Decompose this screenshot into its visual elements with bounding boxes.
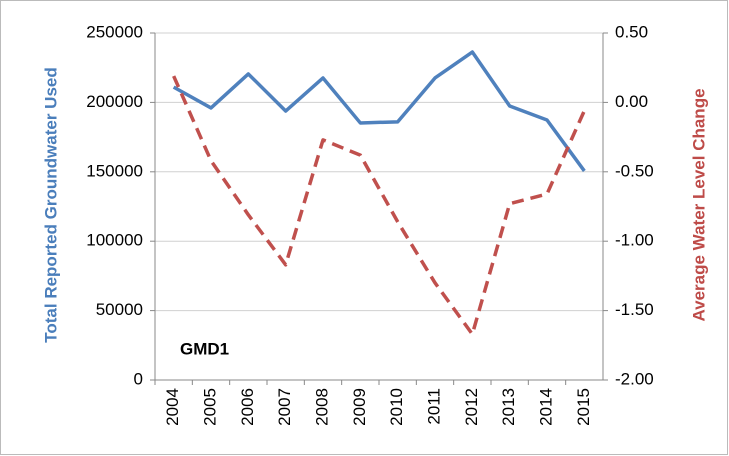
y2-tick-label: -1.00 (615, 231, 654, 250)
y-tick-label: 250000 (86, 22, 143, 41)
y2-tick-label: -2.00 (615, 369, 654, 388)
y-tick-label: 200000 (86, 92, 143, 111)
y2-tick-label: 0.00 (615, 92, 648, 111)
x-tick-label: 2011 (424, 388, 443, 425)
x-tick-label: 2013 (499, 388, 518, 426)
series-line (172, 50, 586, 173)
x-tick-label: 2012 (462, 388, 481, 426)
y2-tick-label: -0.50 (615, 161, 654, 180)
y-tick-label: 0 (134, 369, 143, 388)
x-tick-label: 2006 (238, 388, 257, 426)
y2-tick-label: -1.50 (615, 300, 654, 319)
y-tick-label: 100000 (86, 231, 143, 250)
x-tick-label: 2008 (312, 388, 331, 426)
series-line (172, 75, 586, 336)
x-tick-label: 2014 (536, 388, 555, 426)
x-tick-label: 2009 (350, 388, 369, 426)
y-tick-label: 150000 (86, 161, 143, 180)
y2-tick-label: 0.50 (615, 22, 648, 41)
y2-axis-title: Average Water Level Change (689, 88, 708, 321)
y-axis-title: Total Reported Groundwater Used (41, 67, 60, 343)
annotation: GMD1 (180, 339, 229, 358)
y-tick-label: 50000 (96, 300, 143, 319)
x-tick-label: 2005 (200, 388, 219, 426)
x-tick-label: 2010 (387, 388, 406, 426)
x-tick-label: 2004 (163, 388, 182, 426)
x-tick-label: 2007 (275, 388, 294, 426)
x-tick-label: 2015 (574, 388, 593, 426)
